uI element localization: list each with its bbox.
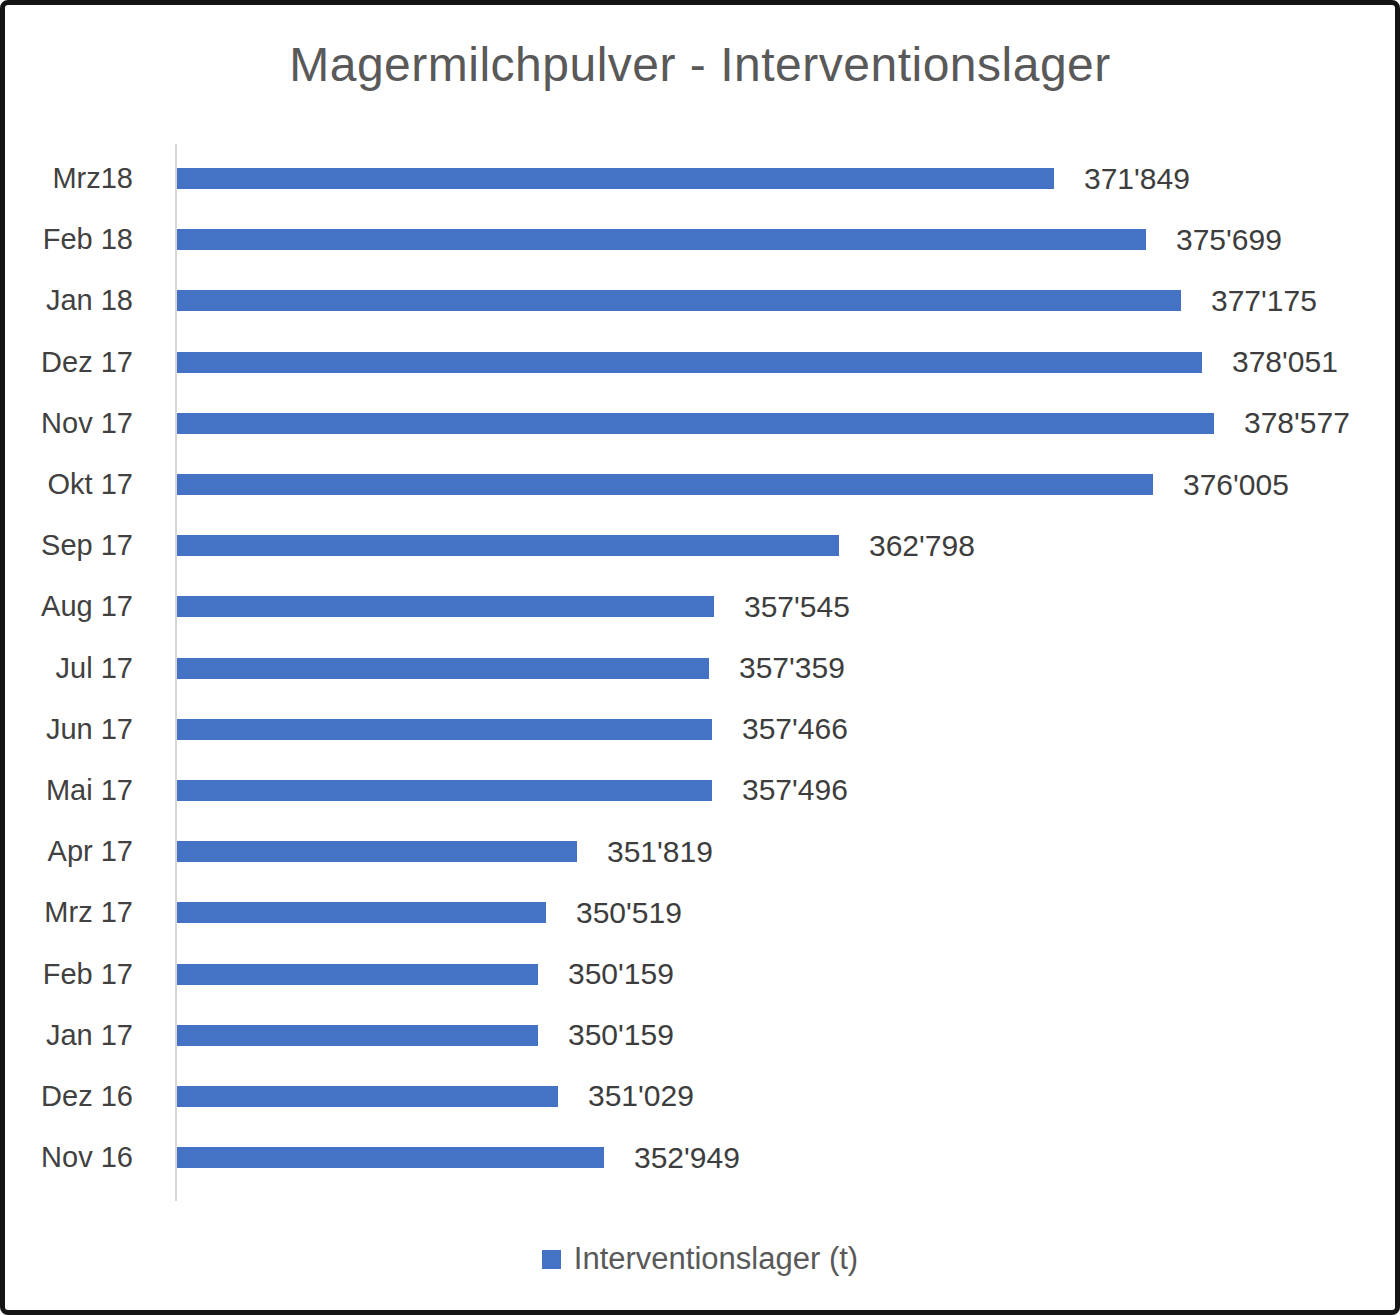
bar	[177, 535, 839, 556]
bar	[177, 596, 714, 617]
value-label: 376'005	[1183, 468, 1289, 502]
category-label: Feb 18	[5, 223, 133, 256]
value-label: 357'545	[744, 590, 850, 624]
bar-row: Mrz 17 350'519	[5, 882, 1395, 943]
value-label: 350'159	[568, 957, 674, 991]
bar-row: Jan 17 350'159	[5, 1005, 1395, 1066]
category-label: Jul 17	[5, 652, 133, 685]
value-label: 375'699	[1176, 223, 1282, 257]
category-label: Aug 17	[5, 590, 133, 623]
value-label: 357'359	[739, 651, 845, 685]
bar-row: Jan 18 377'175	[5, 270, 1395, 331]
bar-track: 375'699	[177, 223, 1367, 257]
bar-track: 362'798	[177, 529, 1367, 563]
bar	[177, 780, 712, 801]
category-label: Okt 17	[5, 468, 133, 501]
bar	[177, 1086, 558, 1107]
bar	[177, 290, 1181, 311]
bar	[177, 902, 546, 923]
bar-track: 351'819	[177, 835, 1367, 869]
bar	[177, 352, 1202, 373]
bar-track: 376'005	[177, 468, 1367, 502]
bar-row: Feb 18 375'699	[5, 209, 1395, 270]
bar-rows: Mrz18 371'849 Feb 18 375'699 Jan 18 377'175 De…	[5, 148, 1395, 1188]
value-label: 362'798	[869, 529, 975, 563]
bar-row: Jun 17 357'466	[5, 699, 1395, 760]
legend-label: Interventionslager (t)	[574, 1241, 858, 1277]
value-label: 378'051	[1232, 345, 1338, 379]
bar	[177, 168, 1054, 189]
value-label: 357'466	[742, 712, 848, 746]
bar-row: Sep 17 362'798	[5, 515, 1395, 576]
bar	[177, 1147, 604, 1168]
value-label: 350'159	[568, 1018, 674, 1052]
bar-track: 351'029	[177, 1079, 1367, 1113]
bar-row: Feb 17 350'159	[5, 943, 1395, 1004]
plot-area: Mrz18 371'849 Feb 18 375'699 Jan 18 377'175 De…	[5, 148, 1395, 1189]
bar	[177, 413, 1214, 434]
value-label: 371'849	[1084, 162, 1190, 196]
category-label: Sep 17	[5, 529, 133, 562]
bar	[177, 964, 538, 985]
bar-row: Aug 17 357'545	[5, 576, 1395, 637]
bar-track: 357'496	[177, 773, 1367, 807]
bar-row: Okt 17 376'005	[5, 454, 1395, 515]
bar-track: 357'545	[177, 590, 1367, 624]
bar-track: 350'159	[177, 957, 1367, 991]
value-label: 352'949	[634, 1141, 740, 1175]
bar-track: 378'051	[177, 345, 1367, 379]
value-label: 357'496	[742, 773, 848, 807]
bar	[177, 658, 709, 679]
bar	[177, 1025, 538, 1046]
bar-row: Jul 17 357'359	[5, 638, 1395, 699]
bar-row: Mrz18 371'849	[5, 148, 1395, 209]
y-axis-line	[175, 144, 177, 1201]
bar-track: 371'849	[177, 162, 1367, 196]
bar-track: 352'949	[177, 1141, 1367, 1175]
bar-row: Dez 17 378'051	[5, 332, 1395, 393]
category-label: Jun 17	[5, 713, 133, 746]
legend: Interventionslager (t)	[5, 1241, 1395, 1277]
bar-track: 377'175	[177, 284, 1367, 318]
category-label: Feb 17	[5, 958, 133, 991]
bar-track: 350'519	[177, 896, 1367, 930]
category-label: Mrz18	[5, 162, 133, 195]
bar-row: Mai 17 357'496	[5, 760, 1395, 821]
bar-row: Dez 16 351'029	[5, 1066, 1395, 1127]
bar	[177, 841, 577, 862]
chart-page: { "title": "Magermilchpulver - Intervent…	[0, 0, 1400, 1315]
bar-row: Nov 17 378'577	[5, 393, 1395, 454]
category-label: Mai 17	[5, 774, 133, 807]
bar-row: Nov 16 352'949	[5, 1127, 1395, 1188]
bar-track: 357'466	[177, 712, 1367, 746]
bar-track: 378'577	[177, 406, 1367, 440]
category-label: Dez 17	[5, 346, 133, 379]
bar-track: 350'159	[177, 1018, 1367, 1052]
bar	[177, 229, 1146, 250]
category-label: Nov 17	[5, 407, 133, 440]
value-label: 377'175	[1211, 284, 1317, 318]
value-label: 351'029	[588, 1079, 694, 1113]
category-label: Mrz 17	[5, 896, 133, 929]
bar	[177, 474, 1153, 495]
value-label: 350'519	[576, 896, 682, 930]
chart-title: Magermilchpulver - Interventionslager	[5, 37, 1395, 92]
category-label: Jan 18	[5, 284, 133, 317]
category-label: Dez 16	[5, 1080, 133, 1113]
value-label: 351'819	[607, 835, 713, 869]
category-label: Apr 17	[5, 835, 133, 868]
value-label: 378'577	[1244, 406, 1350, 440]
legend-square-icon	[542, 1250, 561, 1269]
bar	[177, 719, 712, 740]
category-label: Jan 17	[5, 1019, 133, 1052]
bar-row: Apr 17 351'819	[5, 821, 1395, 882]
category-label: Nov 16	[5, 1141, 133, 1174]
bar-track: 357'359	[177, 651, 1367, 685]
